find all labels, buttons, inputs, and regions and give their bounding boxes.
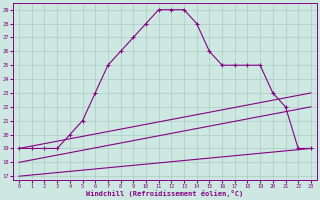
X-axis label: Windchill (Refroidissement éolien,°C): Windchill (Refroidissement éolien,°C) <box>86 190 244 197</box>
